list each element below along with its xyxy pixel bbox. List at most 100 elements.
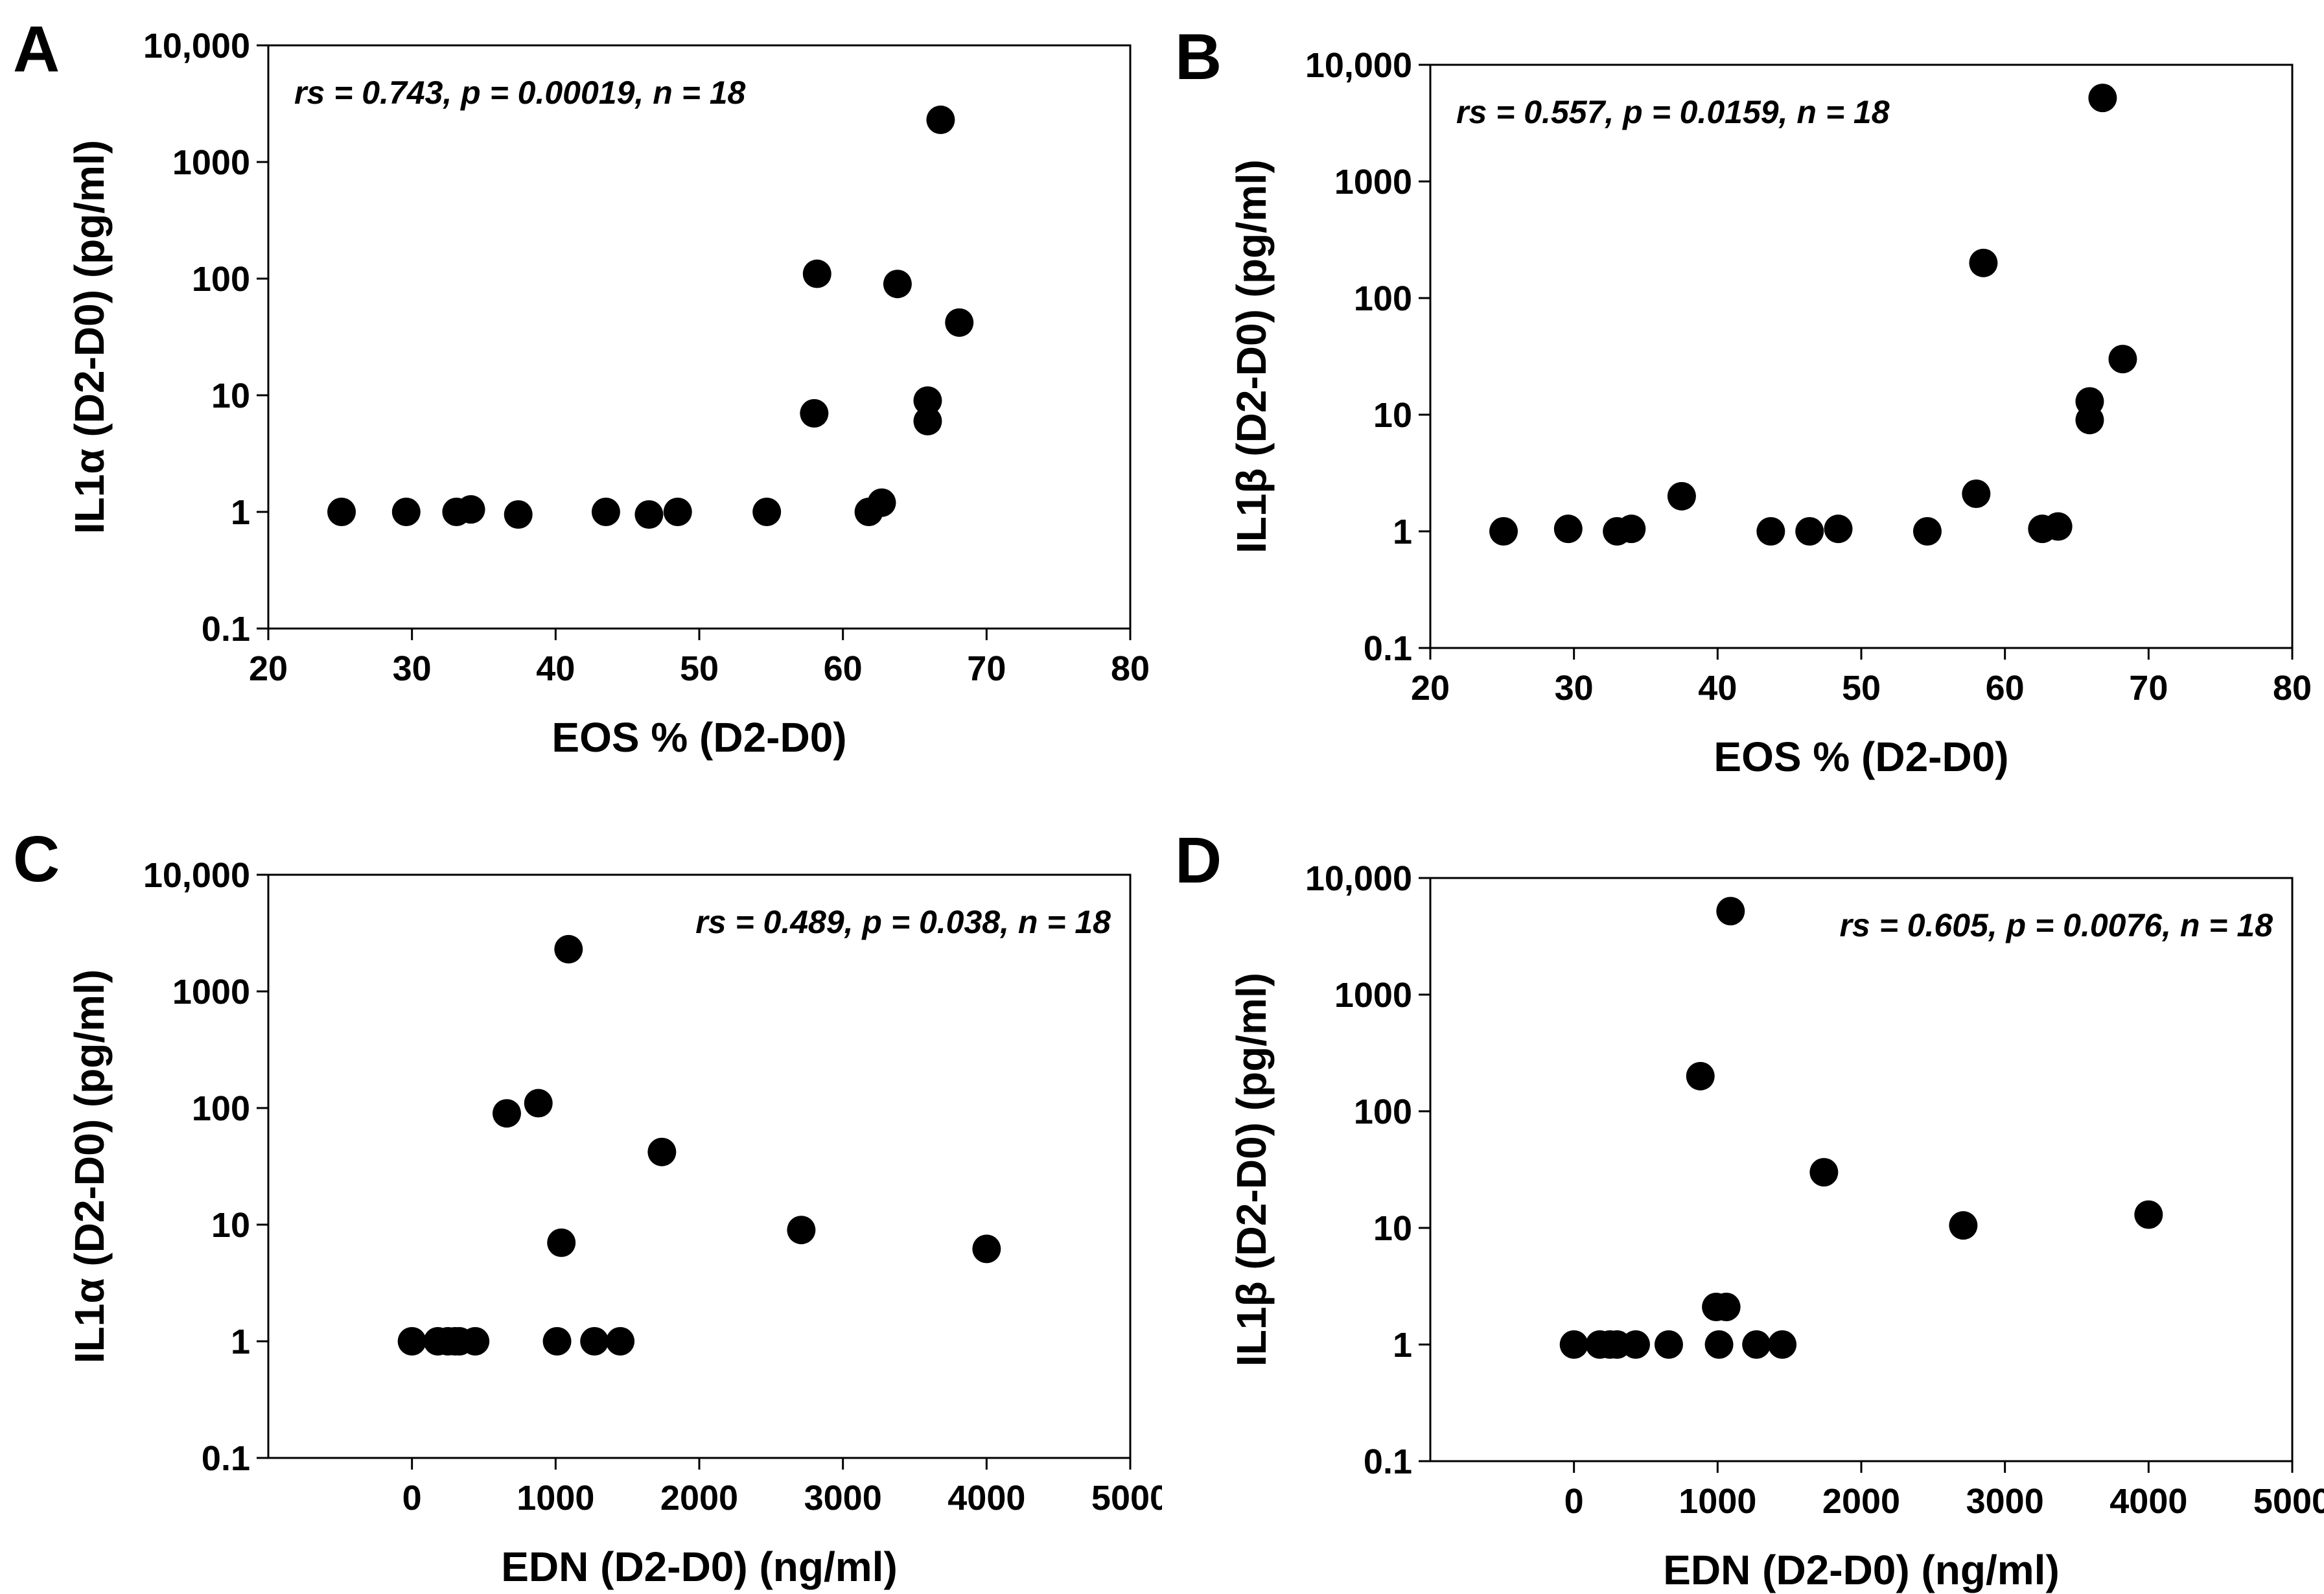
x-tick-label: 3000 xyxy=(1966,1482,2044,1521)
data-point xyxy=(391,498,421,526)
y-tick-label: 1000 xyxy=(1334,976,1412,1015)
y-tick-label: 10 xyxy=(1373,396,1412,435)
data-point xyxy=(504,500,533,529)
stats-annotation: rs = 0.743, p = 0.00019, n = 18 xyxy=(294,75,746,111)
data-point xyxy=(802,259,831,288)
x-tick-label: 2000 xyxy=(660,1479,738,1518)
data-point xyxy=(1949,1211,1978,1240)
plot-area xyxy=(267,873,1132,1459)
x-tick-label: 4000 xyxy=(947,1479,1025,1518)
data-point xyxy=(2043,512,2073,541)
y-tick-label: 1 xyxy=(231,493,250,532)
x-tick-label: 80 xyxy=(1111,649,1150,688)
data-point xyxy=(1809,1158,1839,1187)
y-tick-label: 1 xyxy=(1393,513,1412,551)
data-point xyxy=(926,105,955,134)
x-tick-label: 30 xyxy=(1555,669,1594,708)
data-point xyxy=(1795,517,1824,546)
data-point xyxy=(606,1327,635,1356)
y-tick-label: 10,000 xyxy=(143,856,250,895)
data-point xyxy=(524,1089,553,1118)
data-point xyxy=(542,1327,572,1356)
data-point xyxy=(972,1234,1001,1264)
x-tick-label: 50 xyxy=(680,649,719,688)
data-point xyxy=(1756,517,1785,546)
y-tick-label: 10 xyxy=(211,376,250,415)
data-point xyxy=(945,308,974,337)
scatter-chart: 20 30 40 50 60 70 80 0.1 1 10 100 1000 10,000 EOS % (… xyxy=(13,13,1150,761)
data-point xyxy=(883,270,912,299)
data-point xyxy=(1716,897,1745,926)
y-axis-title: IL1β (D2-D0) (pg/ml) xyxy=(1228,159,1275,553)
plot-area xyxy=(1429,64,2294,649)
x-tick-label: 60 xyxy=(1986,669,2025,708)
data-point xyxy=(1654,1330,1683,1359)
x-tick-label: 1000 xyxy=(1679,1482,1756,1521)
x-tick-label: 20 xyxy=(249,649,288,688)
data-point xyxy=(1712,1293,1741,1322)
x-tick-label: 40 xyxy=(1698,669,1737,708)
scatter-chart: 0 1000 2000 3000 4000 5000 0.1 1 10 100 1000 10,000… xyxy=(1175,824,2324,1593)
data-point xyxy=(800,398,829,428)
x-tick-label: 70 xyxy=(967,649,1006,688)
x-tick-label: 0 xyxy=(1564,1482,1584,1521)
y-tick-label: 100 xyxy=(192,1089,250,1128)
data-point xyxy=(787,1216,816,1245)
panel-a: 20 30 40 50 60 70 80 0.1 1 10 100 1000 10,000 EOS % (… xyxy=(0,0,1162,797)
x-tick-label: 3000 xyxy=(804,1479,882,1518)
x-tick-label: 1000 xyxy=(517,1479,594,1518)
panel-label: D xyxy=(1175,824,1222,897)
stats-annotation: rs = 0.557, p = 0.0159, n = 18 xyxy=(1456,94,1890,130)
y-tick-label: 100 xyxy=(1354,279,1412,318)
x-axis-title: EOS % (D2-D0) xyxy=(552,714,846,761)
data-point xyxy=(1768,1330,1797,1359)
y-tick-label: 0.1 xyxy=(202,610,250,649)
x-tick-label: 80 xyxy=(2273,669,2312,708)
data-point xyxy=(1686,1061,1715,1091)
x-axis-title: EDN (D2-D0) (ng/ml) xyxy=(1663,1547,2060,1593)
panel-b: 20 30 40 50 60 70 80 0.1 1 10 100 1000 10,000 EOS % (… xyxy=(1162,0,2324,797)
data-point xyxy=(1559,1330,1588,1359)
data-point xyxy=(1962,479,1991,509)
y-tick-label: 10,000 xyxy=(143,27,250,65)
data-point xyxy=(327,498,356,526)
y-tick-label: 1 xyxy=(1393,1326,1412,1365)
plot-area xyxy=(1429,877,2294,1462)
data-point xyxy=(1553,514,1583,544)
data-point xyxy=(913,386,942,415)
panel-c: 0 1000 2000 3000 4000 5000 0.1 1 10 100 1000 10,000… xyxy=(0,797,1162,1594)
x-tick-label: 4000 xyxy=(2109,1482,2187,1521)
data-point xyxy=(2108,345,2137,374)
x-axis-title: EOS % (D2-D0) xyxy=(1714,733,2008,780)
y-axis-title: IL1α (D2-D0) (pg/ml) xyxy=(66,969,113,1363)
x-tick-label: 2000 xyxy=(1822,1482,1900,1521)
scatter-chart: 20 30 40 50 60 70 80 0.1 1 10 100 1000 10,000 EOS % (… xyxy=(1175,21,2312,780)
x-axis-title: EDN (D2-D0) (ng/ml) xyxy=(501,1543,898,1590)
data-point xyxy=(580,1327,609,1356)
data-point xyxy=(1704,1330,1734,1359)
data-point xyxy=(2088,84,2117,113)
data-point xyxy=(492,1099,521,1128)
y-axis-title: IL1β (D2-D0) (pg/ml) xyxy=(1228,973,1275,1367)
y-tick-label: 0.1 xyxy=(1364,629,1412,668)
x-tick-label: 0 xyxy=(402,1479,422,1518)
y-tick-label: 1000 xyxy=(172,143,250,182)
data-point xyxy=(634,500,664,529)
data-point xyxy=(1969,248,1998,277)
data-point xyxy=(647,1137,677,1166)
panel-label: B xyxy=(1175,21,1222,93)
data-point xyxy=(397,1327,426,1356)
y-tick-label: 100 xyxy=(192,260,250,299)
data-point xyxy=(1617,514,1646,544)
x-tick-label: 30 xyxy=(393,649,432,688)
y-tick-label: 1000 xyxy=(172,973,250,1011)
y-tick-label: 0.1 xyxy=(1364,1442,1412,1481)
y-tick-label: 10,000 xyxy=(1305,859,1412,898)
x-tick-label: 50 xyxy=(1842,669,1881,708)
y-tick-label: 10,000 xyxy=(1305,46,1412,85)
data-point xyxy=(2075,406,2104,435)
panel-label: C xyxy=(13,823,60,895)
panel-label: A xyxy=(13,13,60,86)
data-point xyxy=(554,934,583,964)
stats-annotation: rs = 0.605, p = 0.0076, n = 18 xyxy=(1839,907,2273,943)
